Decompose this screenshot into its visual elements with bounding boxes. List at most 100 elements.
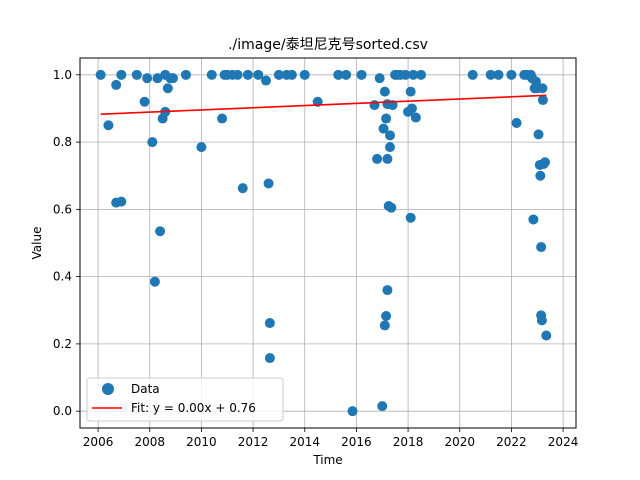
data-point xyxy=(263,178,274,189)
legend-data-label: Data xyxy=(131,382,160,396)
data-point xyxy=(467,69,478,80)
data-point xyxy=(95,69,106,80)
x-tick-label: 2020 xyxy=(444,435,475,449)
fit-line xyxy=(100,94,547,115)
data-point xyxy=(379,86,390,97)
y-tick-label: 0.2 xyxy=(53,337,72,351)
fit-line-layer xyxy=(100,94,547,115)
y-tick-label: 0.4 xyxy=(53,270,72,284)
data-point xyxy=(152,73,163,84)
data-point xyxy=(139,96,150,107)
x-axis-ticks: 2006 2008 2010 2012 2014 2016 2018 2020 2022 2024 xyxy=(83,428,579,449)
x-tick-label: 2022 xyxy=(496,435,527,449)
data-point xyxy=(386,202,397,213)
data-point xyxy=(536,315,547,326)
data-point xyxy=(103,120,114,131)
data-point xyxy=(541,330,552,341)
y-axis-label: Value xyxy=(30,227,44,260)
data-point xyxy=(147,137,158,148)
data-point xyxy=(142,73,153,84)
data-point xyxy=(537,83,548,94)
data-point xyxy=(379,320,390,331)
x-axis-label: Time xyxy=(312,453,342,467)
data-point xyxy=(168,73,178,84)
data-point xyxy=(261,75,271,86)
legend-data-marker xyxy=(102,383,114,395)
data-point xyxy=(374,73,385,84)
data-point xyxy=(485,69,496,80)
data-point xyxy=(242,69,253,80)
data-point xyxy=(264,353,275,364)
legend-fit-label: Fit: y = 0.00x + 0.76 xyxy=(131,401,256,415)
data-point xyxy=(372,153,383,164)
data-point xyxy=(381,310,392,321)
data-point xyxy=(382,153,393,164)
data-point xyxy=(406,103,417,114)
data-point xyxy=(378,123,389,134)
data-point xyxy=(273,69,284,80)
y-axis-ticks: 0.0 0.2 0.4 0.6 0.8 1.0 xyxy=(53,68,80,418)
legend-box xyxy=(86,377,284,422)
data-point xyxy=(299,69,310,80)
data-point xyxy=(528,214,539,225)
data-point xyxy=(237,183,248,194)
x-tick-label: 2018 xyxy=(393,435,424,449)
data-point xyxy=(506,69,517,80)
data-point xyxy=(116,196,127,207)
data-point xyxy=(356,69,367,80)
data-point xyxy=(155,226,166,237)
legend: Data Fit: y = 0.00x + 0.76 xyxy=(86,377,284,422)
data-point xyxy=(369,100,380,111)
data-point xyxy=(206,69,217,80)
data-point xyxy=(382,285,393,296)
data-point xyxy=(416,69,426,80)
x-tick-label: 2014 xyxy=(289,435,320,449)
y-tick-label: 0.8 xyxy=(53,135,72,149)
data-point xyxy=(149,276,160,287)
data-point xyxy=(286,69,297,80)
data-point xyxy=(264,318,275,329)
data-point xyxy=(341,69,352,80)
data-point xyxy=(493,69,504,80)
data-point xyxy=(377,401,388,412)
x-tick-label: 2010 xyxy=(186,435,217,449)
plot-area-frame xyxy=(79,57,577,429)
data-point xyxy=(111,79,122,90)
data-point xyxy=(333,69,344,80)
data-point xyxy=(405,86,416,97)
y-tick-label: 0.0 xyxy=(53,404,72,418)
y-tick-label: 0.6 xyxy=(53,202,72,216)
x-tick-label: 2006 xyxy=(83,435,114,449)
data-point xyxy=(536,242,547,253)
data-point xyxy=(196,142,207,153)
data-point xyxy=(180,69,191,80)
data-point xyxy=(381,113,392,124)
data-point xyxy=(400,69,411,80)
data-point xyxy=(385,130,395,141)
x-tick-label: 2016 xyxy=(341,435,372,449)
data-point xyxy=(131,69,142,80)
data-point xyxy=(537,95,548,106)
data-point xyxy=(405,212,416,223)
data-point xyxy=(253,69,264,80)
data-point xyxy=(408,69,419,80)
x-tick-label: 2024 xyxy=(548,435,579,449)
data-point xyxy=(385,142,395,153)
x-tick-label: 2012 xyxy=(238,435,269,449)
data-points xyxy=(95,69,552,417)
data-point xyxy=(217,113,228,124)
data-point xyxy=(162,83,173,94)
data-point xyxy=(410,112,421,123)
data-point xyxy=(511,117,522,128)
chart-title: ./image/泰坦尼克号sorted.csv xyxy=(228,37,428,53)
y-tick-label: 1.0 xyxy=(53,68,72,82)
data-point xyxy=(116,69,127,80)
data-point xyxy=(232,69,243,80)
data-point xyxy=(540,157,550,168)
data-point xyxy=(533,129,544,140)
data-point xyxy=(347,406,358,417)
x-tick-label: 2008 xyxy=(134,435,165,449)
grid xyxy=(80,58,576,428)
data-point xyxy=(535,170,546,181)
